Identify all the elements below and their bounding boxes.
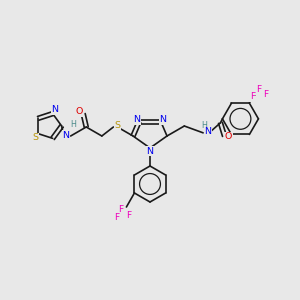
Text: N: N	[62, 130, 69, 140]
Text: N: N	[205, 127, 212, 136]
Text: N: N	[146, 146, 154, 155]
Text: S: S	[114, 121, 120, 130]
Text: F: F	[118, 205, 123, 214]
Text: F: F	[263, 90, 268, 99]
Text: N: N	[134, 116, 140, 124]
Text: F: F	[114, 212, 119, 221]
Text: N: N	[51, 105, 58, 114]
Text: S: S	[32, 133, 38, 142]
Text: H: H	[70, 120, 76, 129]
Text: O: O	[76, 107, 83, 116]
Text: N: N	[160, 116, 167, 124]
Text: F: F	[256, 85, 261, 94]
Text: O: O	[225, 132, 232, 141]
Text: F: F	[250, 92, 255, 101]
Text: F: F	[126, 211, 131, 220]
Text: H: H	[201, 121, 207, 130]
